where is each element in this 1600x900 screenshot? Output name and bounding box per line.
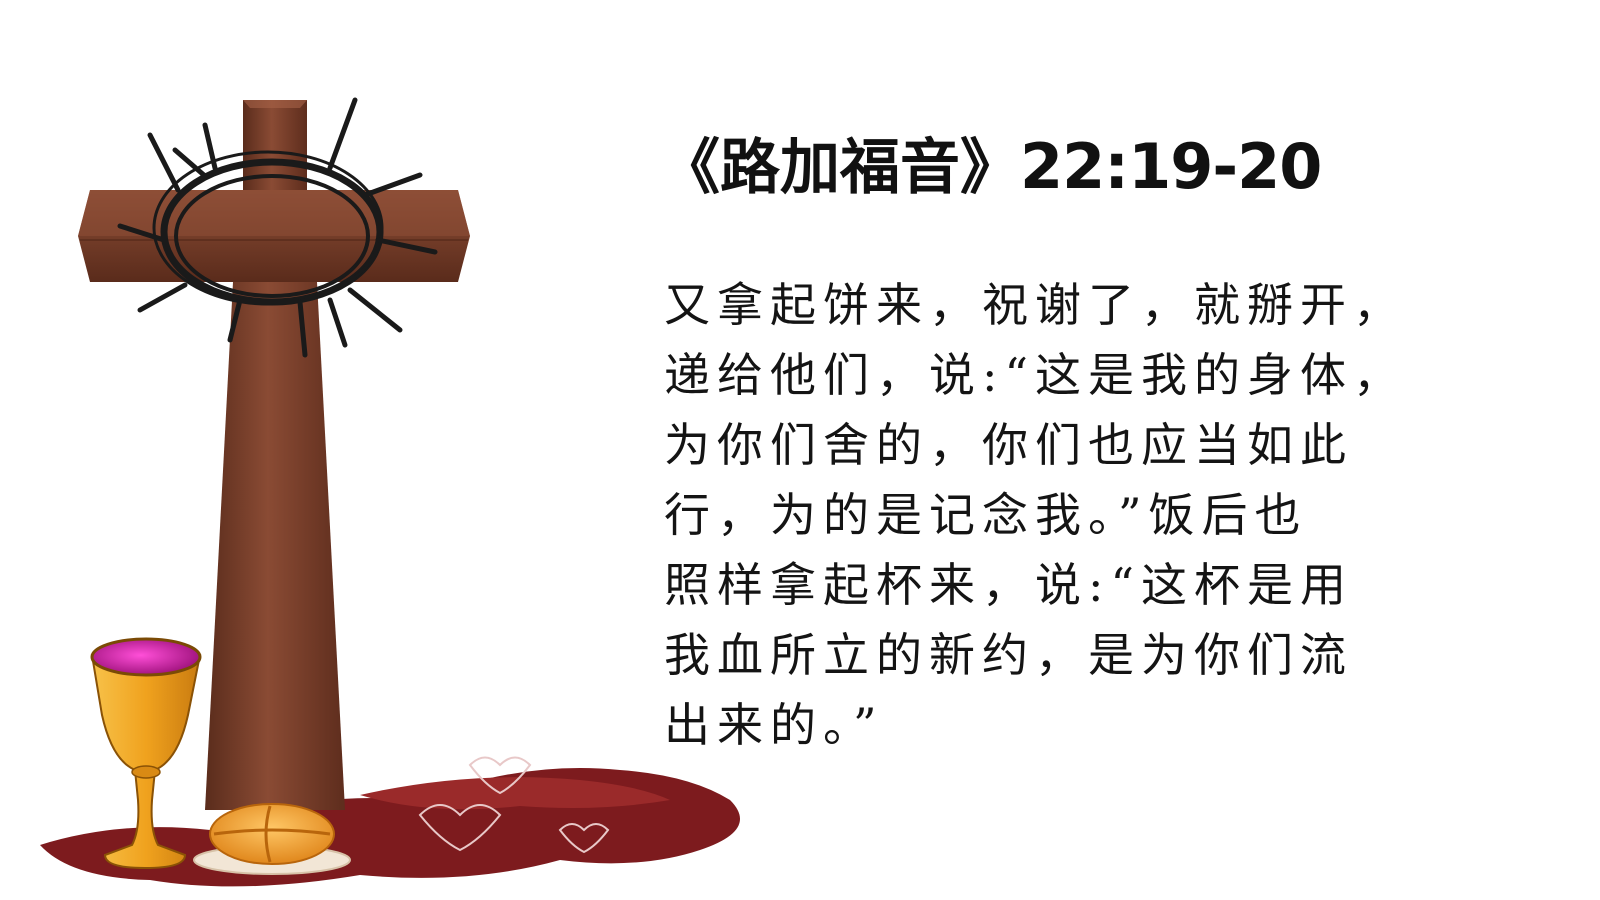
verse-line: 出来的。” (664, 698, 884, 752)
book-name: 《路加福音》 (660, 133, 1020, 203)
scripture-reference-title: 《路加福音》22:19-20 (660, 122, 1560, 212)
cross-icon (78, 100, 470, 810)
verse-line: 递给他们，说:“这是我的身体， (664, 348, 1407, 402)
bread-icon (193, 803, 351, 875)
verse-line: 为你们舍的，你们也应当如此 (664, 418, 1353, 472)
verse-line: 我血所立的新约，是为你们流 (664, 628, 1353, 682)
chapter-verse: 22:19-20 (1020, 130, 1322, 203)
crown-of-thorns-icon (117, 97, 438, 358)
verse-line: 照样拿起杯来，说:“这杯是用 (664, 558, 1354, 612)
verse-line: 行，为的是记念我。”饭后也 (664, 488, 1308, 542)
verse-line: 又拿起饼来，祝谢了，就掰开， (664, 278, 1406, 332)
verse-text: 又拿起饼来，祝谢了，就掰开， 递给他们，说:“这是我的身体， 为你们舍的，你们也… (664, 270, 1564, 760)
chalice-icon (90, 637, 202, 870)
